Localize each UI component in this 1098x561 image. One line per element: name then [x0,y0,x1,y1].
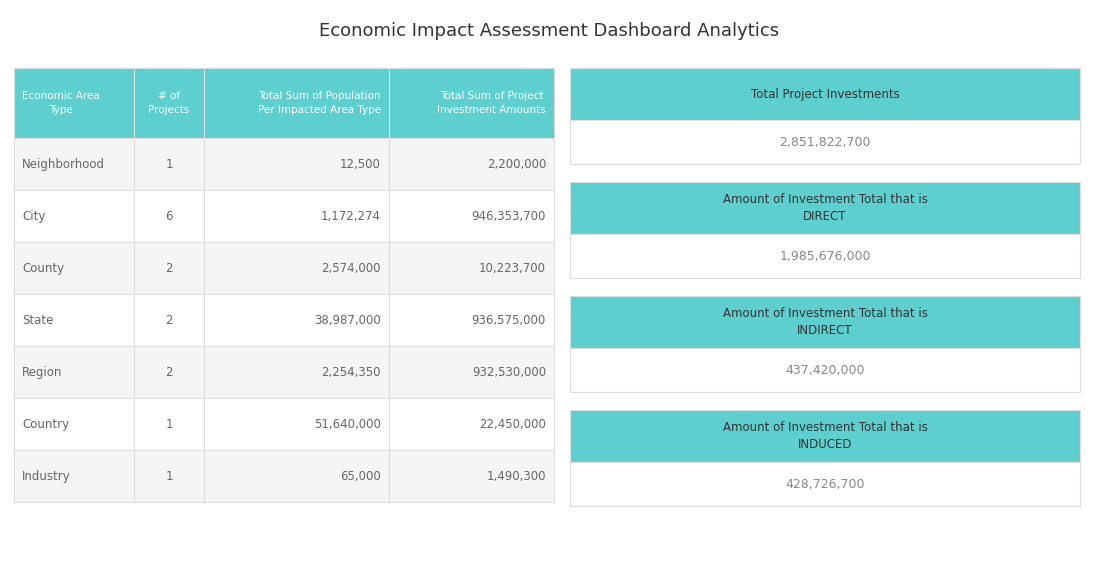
Text: City: City [22,209,45,223]
Text: 428,726,700: 428,726,700 [785,477,865,490]
Text: Total Sum of Population
Per Impacted Area Type: Total Sum of Population Per Impacted Are… [258,91,381,114]
Text: 1,985,676,000: 1,985,676,000 [780,250,871,263]
Bar [570,182,1080,234]
Bar [570,296,1080,348]
Bar [134,68,204,138]
Bar [14,450,134,502]
Text: Economic Area
Type: Economic Area Type [22,91,100,114]
Bar [389,138,554,190]
Text: Region: Region [22,366,63,379]
Text: Country: Country [22,417,69,430]
Text: 437,420,000: 437,420,000 [785,364,865,376]
Text: 12,500: 12,500 [340,158,381,171]
Bar [204,138,389,190]
Bar [14,68,134,138]
Bar [134,190,204,242]
Bar [389,242,554,294]
Bar [389,190,554,242]
Text: 2,574,000: 2,574,000 [322,261,381,274]
Text: 2,851,822,700: 2,851,822,700 [780,136,871,149]
Bar [204,294,389,346]
Bar [389,68,554,138]
Text: 2,254,350: 2,254,350 [322,366,381,379]
Text: # of
Projects: # of Projects [148,91,190,114]
Bar [204,190,389,242]
Text: 6: 6 [166,209,172,223]
Text: 1: 1 [166,158,172,171]
Text: Total Project Investments: Total Project Investments [751,88,899,100]
Text: County: County [22,261,64,274]
Text: 51,640,000: 51,640,000 [314,417,381,430]
Text: 1: 1 [166,417,172,430]
Text: Neighborhood: Neighborhood [22,158,105,171]
Text: 1,490,300: 1,490,300 [486,470,546,482]
Text: 22,450,000: 22,450,000 [479,417,546,430]
Text: 932,530,000: 932,530,000 [472,366,546,379]
Bar [14,138,134,190]
Text: 38,987,000: 38,987,000 [314,314,381,327]
Bar [204,450,389,502]
Text: State: State [22,314,54,327]
Text: 2,200,000: 2,200,000 [486,158,546,171]
Bar [14,294,134,346]
Bar [134,346,204,398]
Bar [204,398,389,450]
Text: 10,223,700: 10,223,700 [479,261,546,274]
Bar [389,450,554,502]
Text: 2: 2 [166,261,172,274]
Bar [14,346,134,398]
Text: 2: 2 [166,366,172,379]
Bar [14,190,134,242]
Bar [570,462,1080,506]
Bar [389,398,554,450]
Text: 1: 1 [166,470,172,482]
Bar [14,398,134,450]
Bar [570,120,1080,164]
Bar [134,242,204,294]
Text: Amount of Investment Total that is
INDIRECT: Amount of Investment Total that is INDIR… [722,307,928,337]
Text: Amount of Investment Total that is
INDUCED: Amount of Investment Total that is INDUC… [722,421,928,451]
Bar [570,348,1080,392]
Bar [204,68,389,138]
Text: 65,000: 65,000 [340,470,381,482]
Bar [204,346,389,398]
Text: 936,575,000: 936,575,000 [472,314,546,327]
Bar [14,242,134,294]
Bar [134,398,204,450]
Bar [570,234,1080,278]
Bar [134,138,204,190]
Text: 2: 2 [166,314,172,327]
Bar [389,346,554,398]
Text: Total Sum of Project
Investment Amounts: Total Sum of Project Investment Amounts [437,91,546,114]
Text: Economic Impact Assessment Dashboard Analytics: Economic Impact Assessment Dashboard Ana… [318,22,780,40]
Bar [570,410,1080,462]
Bar [134,294,204,346]
Text: Amount of Investment Total that is
DIRECT: Amount of Investment Total that is DIREC… [722,193,928,223]
Text: Industry: Industry [22,470,70,482]
Bar [134,450,204,502]
Text: 946,353,700: 946,353,700 [472,209,546,223]
Bar [204,242,389,294]
Bar [389,294,554,346]
Text: 1,172,274: 1,172,274 [321,209,381,223]
Bar [570,68,1080,120]
